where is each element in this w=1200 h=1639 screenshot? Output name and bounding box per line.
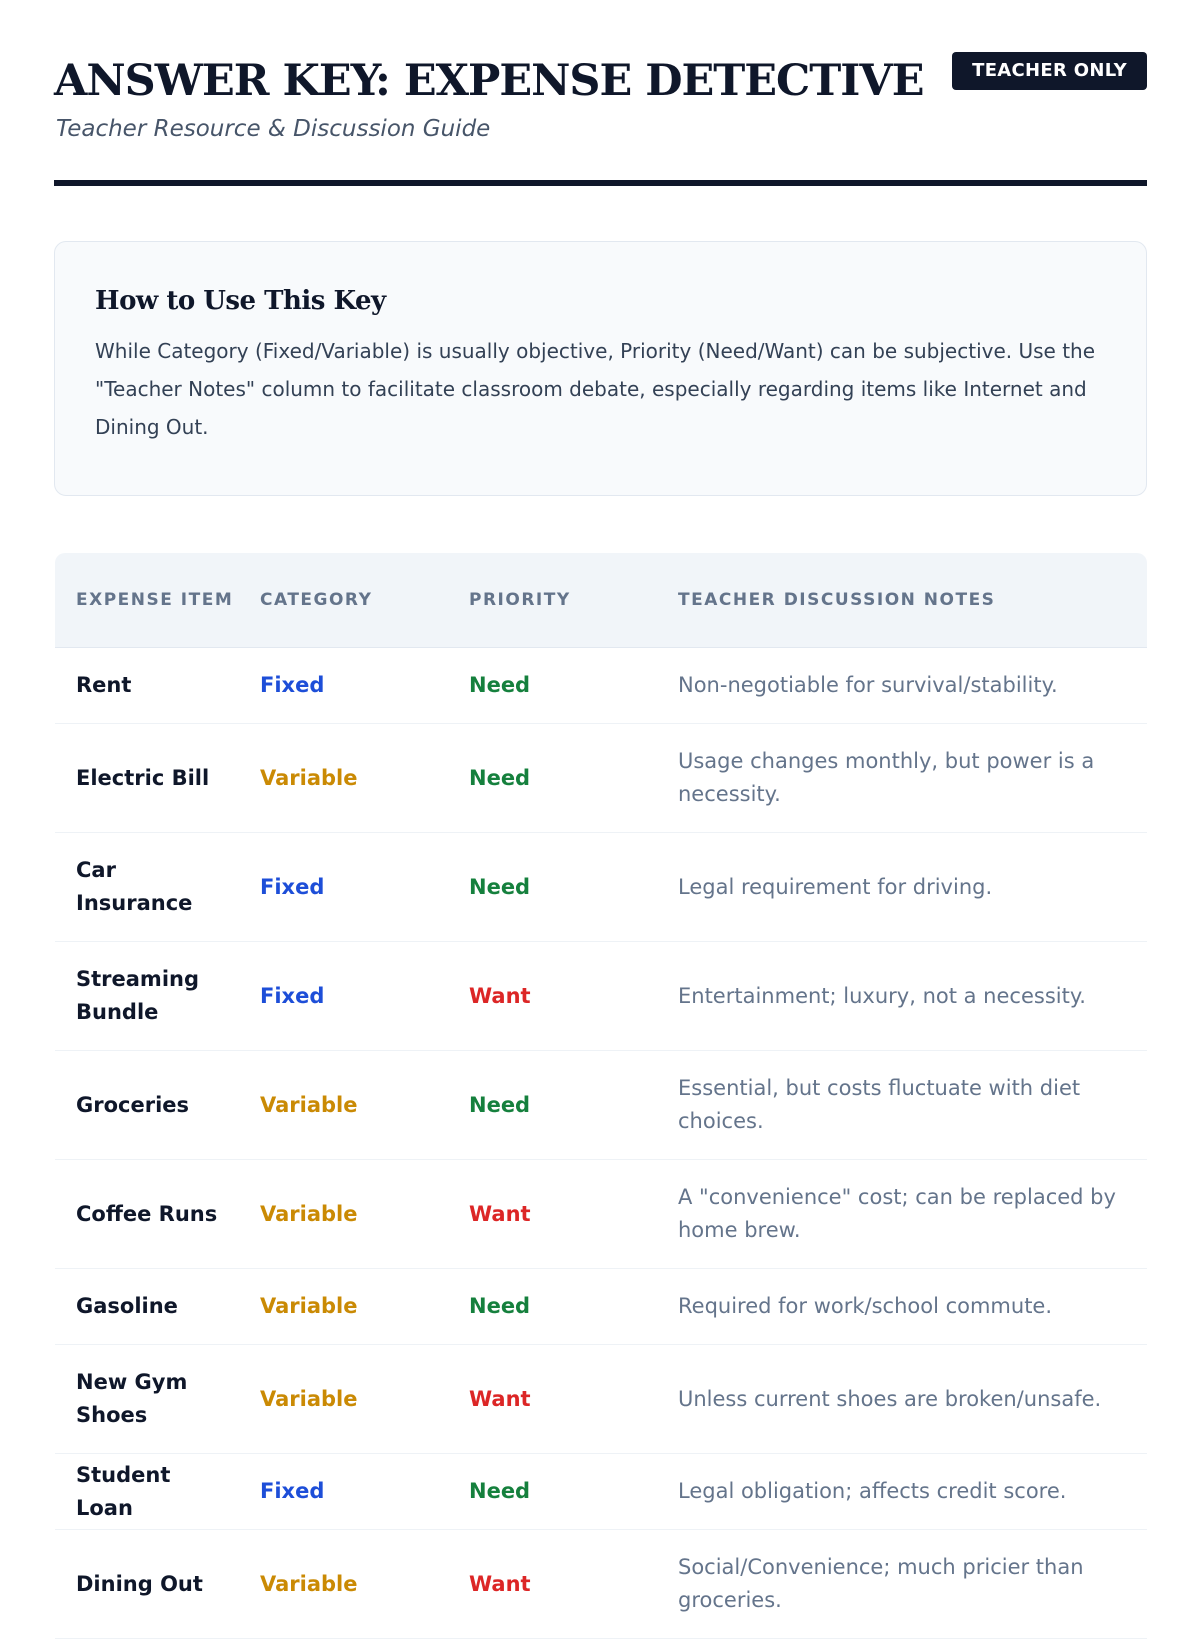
expense-item-cell: Gasoline — [55, 1268, 239, 1345]
table-row: Electric Bill Variable Need Usage change… — [55, 723, 1147, 833]
category-cell: Fixed — [239, 647, 448, 724]
column-header-category: Category — [239, 553, 448, 648]
expense-table: Expense Item Category Priority Teacher D… — [55, 553, 1147, 1639]
priority-cell: Need — [448, 1453, 657, 1530]
table-header: Expense Item Category Priority Teacher D… — [55, 553, 1147, 648]
priority-cell: Need — [448, 1268, 657, 1345]
table-row: Student Loan Fixed Need Legal obligation… — [55, 1453, 1147, 1530]
guide-heading: How to Use This Key — [95, 286, 386, 316]
priority-cell: Want — [448, 1159, 657, 1269]
category-cell: Variable — [239, 1159, 448, 1269]
table-body: Rent Fixed Need Non-negotiable for survi… — [55, 647, 1147, 1639]
notes-cell: Non-negotiable for survival/stability. — [657, 647, 1147, 724]
table-row: Coffee Runs Variable Want A "convenience… — [55, 1159, 1147, 1269]
priority-cell: Need — [448, 832, 657, 942]
notes-cell: Essential, but costs fluctuate with diet… — [657, 1050, 1147, 1160]
priority-cell: Want — [448, 941, 657, 1051]
expense-item-cell: New Gym Shoes — [55, 1344, 239, 1454]
table-row: New Gym Shoes Variable Want Unless curre… — [55, 1344, 1147, 1454]
notes-cell: Entertainment; luxury, not a necessity. — [657, 941, 1147, 1051]
guide-body: While Category (Fixed/Variable) is usual… — [95, 339, 1096, 439]
table-row: Dining Out Variable Want Social/Convenie… — [55, 1529, 1147, 1639]
category-cell: Fixed — [239, 832, 448, 942]
category-cell: Variable — [239, 1268, 448, 1345]
column-header-item: Expense Item — [55, 553, 239, 648]
notes-cell: Legal requirement for driving. — [657, 832, 1147, 942]
notes-cell: Legal obligation; affects credit score. — [657, 1453, 1147, 1530]
expense-item-cell: Coffee Runs — [55, 1159, 239, 1269]
priority-cell: Need — [448, 647, 657, 724]
expense-item-cell: Car Insurance — [55, 832, 239, 942]
header-divider — [54, 180, 1147, 186]
table-row: Car Insurance Fixed Need Legal requireme… — [55, 832, 1147, 942]
usage-guide-box: How to Use This Key While Category (Fixe… — [54, 241, 1147, 496]
notes-cell: Usage changes monthly, but power is a ne… — [657, 723, 1147, 833]
category-cell: Fixed — [239, 941, 448, 1051]
expense-item-cell: Groceries — [55, 1050, 239, 1160]
page-title: ANSWER KEY: EXPENSE DETECTIVE — [54, 56, 925, 106]
notes-cell: Unless current shoes are broken/unsafe. — [657, 1344, 1147, 1454]
header-row: Expense Item Category Priority Teacher D… — [55, 553, 1147, 648]
table-row: Groceries Variable Need Essential, but c… — [55, 1050, 1147, 1160]
priority-cell: Want — [448, 1344, 657, 1454]
notes-cell: Social/Convenience; much pricier than gr… — [657, 1529, 1147, 1639]
priority-cell: Want — [448, 1529, 657, 1639]
category-cell: Variable — [239, 1529, 448, 1639]
category-cell: Variable — [239, 723, 448, 833]
notes-cell: Required for work/school commute. — [657, 1268, 1147, 1345]
notes-cell: A "convenience" cost; can be replaced by… — [657, 1159, 1147, 1269]
expense-table-container: Expense Item Category Priority Teacher D… — [55, 553, 1147, 1639]
answer-key-page: ANSWER KEY: EXPENSE DETECTIVE TEACHER ON… — [54, 52, 1147, 1639]
expense-item-cell: Electric Bill — [55, 723, 239, 833]
expense-item-cell: Dining Out — [55, 1529, 239, 1639]
table-row: Rent Fixed Need Non-negotiable for survi… — [55, 647, 1147, 724]
expense-item-cell: Rent — [55, 647, 239, 724]
teacher-only-badge: TEACHER ONLY — [952, 52, 1147, 90]
category-cell: Fixed — [239, 1453, 448, 1530]
expense-item-cell: Student Loan — [55, 1453, 239, 1530]
column-header-priority: Priority — [448, 553, 657, 648]
category-cell: Variable — [239, 1344, 448, 1454]
table-row: Gasoline Variable Need Required for work… — [55, 1268, 1147, 1345]
category-cell: Variable — [239, 1050, 448, 1160]
priority-cell: Need — [448, 1050, 657, 1160]
column-header-notes: Teacher Discussion Notes — [657, 553, 1147, 648]
expense-item-cell: Streaming Bundle — [55, 941, 239, 1051]
page-subtitle: Teacher Resource & Discussion Guide — [56, 116, 491, 142]
priority-cell: Need — [448, 723, 657, 833]
table-row: Streaming Bundle Fixed Want Entertainmen… — [55, 941, 1147, 1051]
